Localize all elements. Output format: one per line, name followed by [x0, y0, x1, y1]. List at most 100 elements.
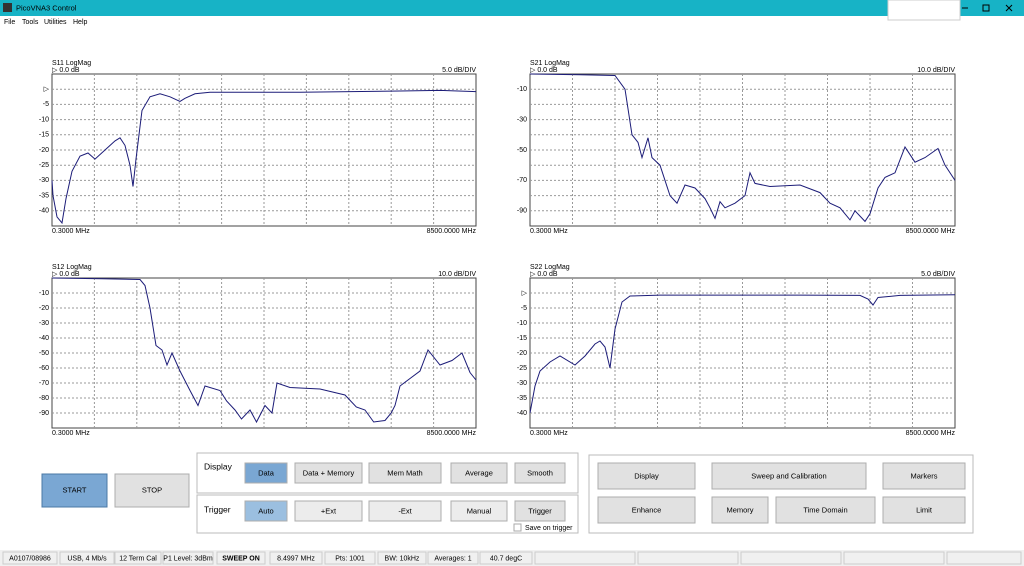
y-tick-label: -20 [517, 350, 527, 357]
trigger-button[interactable] [514, 500, 566, 522]
trigger-button-label: Auto [258, 506, 273, 515]
reference-level: ▷ 0.0 dB [52, 271, 80, 278]
scale-label: 10.0 dB/DIV [438, 271, 476, 278]
menu-button-label: Memory [726, 505, 753, 514]
y-tick-label: -70 [39, 380, 49, 387]
status-text: USB, 4 Mb/s [67, 555, 107, 562]
trigger-button-label: +Ext [321, 506, 337, 515]
status-cell [946, 551, 1022, 565]
status-text: P1 Level: 3dBm [163, 555, 213, 562]
x-tick-label: 0.3000 MHz [530, 228, 568, 235]
menu-item[interactable]: Utilities [44, 19, 67, 26]
y-tick-label: -40 [517, 410, 527, 417]
menu-button[interactable] [711, 496, 769, 524]
status-cell [2, 551, 58, 565]
trigger-group [196, 494, 579, 534]
scale-label: 10.0 dB/DIV [917, 67, 955, 74]
x-tick-label: 0.3000 MHz [530, 430, 568, 437]
x-tick-label: 8500.0000 MHz [906, 430, 956, 437]
close-button[interactable] [1005, 4, 1013, 12]
menu-button-label: Time Domain [803, 505, 847, 514]
y-tick-label: -5 [521, 305, 527, 312]
trigger-button[interactable] [244, 500, 288, 522]
status-cell [162, 551, 214, 565]
y-tick-label: -40 [39, 208, 49, 215]
status-cell [843, 551, 945, 565]
menu-button[interactable] [597, 462, 696, 490]
display-button[interactable] [514, 462, 566, 484]
y-tick-label: -10 [517, 320, 527, 327]
y-tick-label: -10 [517, 86, 527, 93]
save-checkbox[interactable] [513, 523, 522, 532]
menu-item[interactable]: File [4, 19, 15, 26]
menu-button-label: Enhance [632, 505, 662, 514]
display-button[interactable] [294, 462, 363, 484]
start-label: START [63, 485, 87, 494]
display-button-label: Smooth [527, 468, 553, 477]
trigger-button-label: -Ext [398, 506, 412, 515]
y-tick-label: -35 [39, 192, 49, 199]
status-cell [324, 551, 376, 565]
y-tick-label: -25 [517, 365, 527, 372]
display-button[interactable] [368, 462, 442, 484]
status-text: 40.7 degC [490, 555, 522, 562]
y-tick-label: -80 [39, 395, 49, 402]
y-tick-label: -50 [39, 350, 49, 357]
chart-title: S22 LogMag [530, 264, 570, 271]
trace [51, 89, 477, 225]
y-tick-label: ▷ [522, 290, 528, 297]
status-cell [740, 551, 842, 565]
menu-item[interactable]: Tools [22, 19, 39, 26]
status-cell [534, 551, 636, 565]
menu-button-label: Display [634, 471, 659, 480]
status-text: BW: 10kHz [385, 555, 420, 562]
display-button[interactable] [244, 462, 288, 484]
y-tick-label: -15 [39, 132, 49, 139]
y-tick-label: ▷ [44, 86, 50, 93]
status-text: SWEEP ON [222, 555, 260, 562]
menu-item[interactable]: Help [73, 19, 88, 26]
trigger-button[interactable] [450, 500, 508, 522]
trigger-button[interactable] [368, 500, 442, 522]
y-tick-label: -15 [517, 335, 527, 342]
y-tick-label: -50 [517, 147, 527, 154]
stop-button[interactable] [114, 473, 190, 508]
menu-button[interactable] [597, 496, 696, 524]
start-button[interactable] [41, 473, 108, 508]
checkbox-label: Save on trigger [525, 525, 573, 532]
chart-title: S12 LogMag [52, 264, 92, 271]
trace [529, 73, 956, 223]
y-tick-label: -60 [39, 365, 49, 372]
group-label: Display [204, 461, 233, 471]
title-bar [0, 0, 1024, 16]
x-tick-label: 0.3000 MHz [52, 430, 90, 437]
status-cell [269, 551, 323, 565]
y-tick-label: -10 [39, 290, 49, 297]
status-cell [427, 551, 479, 565]
app-icon [3, 3, 12, 12]
y-tick-label: -25 [39, 162, 49, 169]
menu-button[interactable] [882, 496, 966, 524]
menu-button[interactable] [775, 496, 876, 524]
status-text: 12 Term Cal [119, 555, 157, 562]
reference-level: ▷ 0.0 dB [530, 271, 558, 278]
trigger-button-label: Manual [467, 506, 492, 515]
maximize-button[interactable] [982, 4, 990, 12]
y-tick-label: -30 [517, 116, 527, 123]
status-cell [114, 551, 162, 565]
window-overlay [887, 0, 961, 21]
y-tick-label: -5 [43, 101, 49, 108]
menu-button[interactable] [711, 462, 867, 490]
y-tick-label: -70 [517, 177, 527, 184]
display-button[interactable] [450, 462, 508, 484]
menu-group [588, 454, 974, 534]
display-button-label: Data + Memory [303, 468, 355, 477]
status-text: 8.4997 MHz [277, 555, 315, 562]
menu-button-label: Markers [910, 471, 937, 480]
display-group [196, 452, 579, 494]
status-text: A0107/08986 [9, 555, 51, 562]
menu-button[interactable] [882, 462, 966, 490]
trigger-button[interactable] [294, 500, 363, 522]
stop-label: STOP [142, 485, 162, 494]
